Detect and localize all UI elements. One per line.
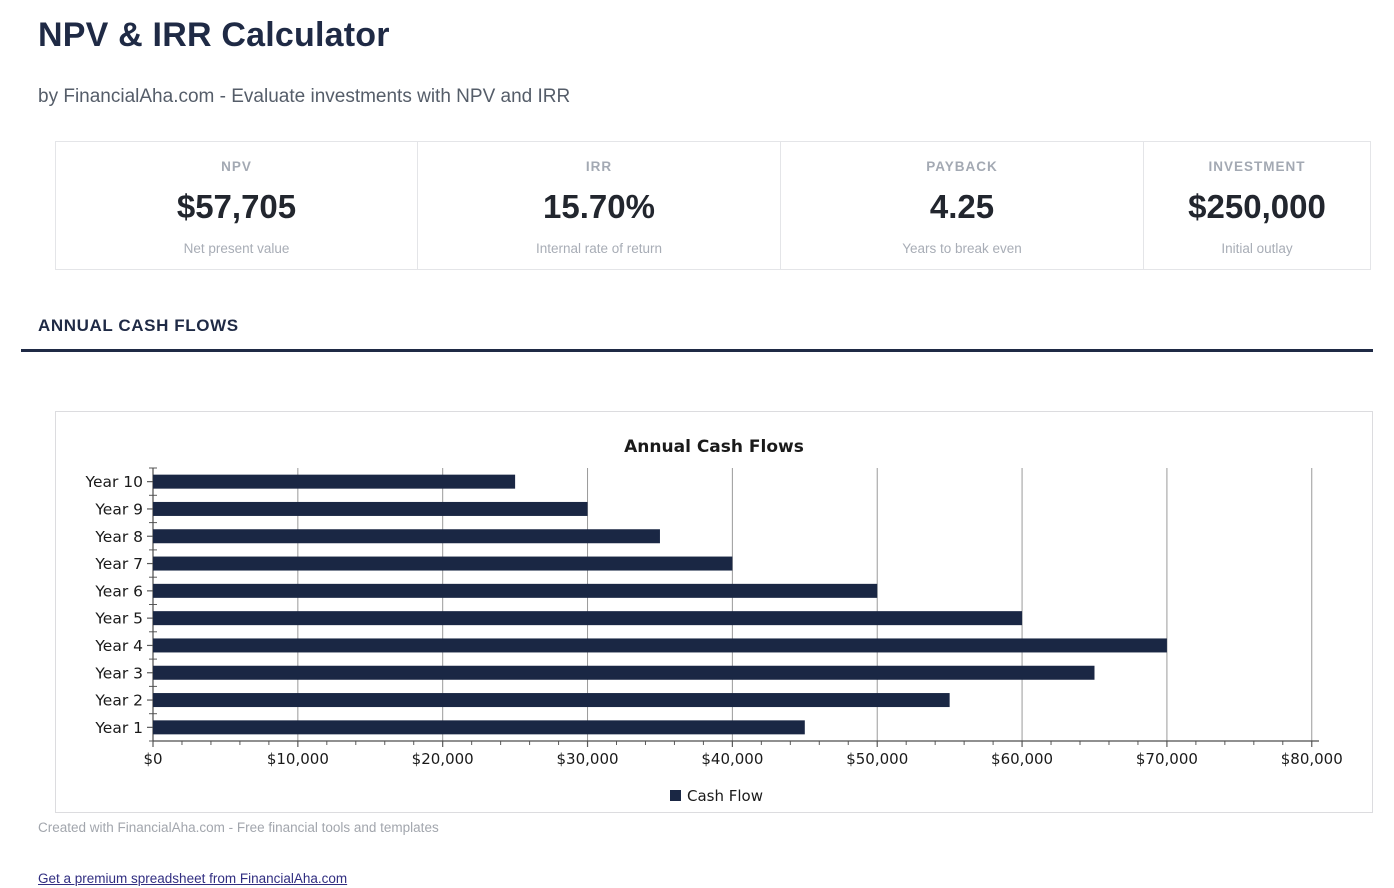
chart-title: Annual Cash Flows: [624, 437, 804, 457]
stat-value: $250,000: [1188, 188, 1326, 225]
cash-flow-chart-card: Annual Cash Flows $0 $10,000 $20,000 $30,000…: [55, 411, 1373, 813]
stat-card-investment: INVESTMENT $250,000 Initial outlay: [1144, 141, 1371, 270]
bar-year-10: [153, 474, 516, 489]
x-tick-label: $0: [143, 750, 162, 768]
y-tick-label: Year 8: [94, 528, 143, 546]
y-tick-label: Year 10: [85, 473, 143, 491]
stat-sublabel: Net present value: [183, 241, 290, 256]
page-subtitle: by FinancialAha.com - Evaluate investmen…: [38, 86, 571, 107]
bar-year-4: [153, 638, 1167, 653]
y-tick-label: Year 4: [94, 637, 143, 655]
stat-label: PAYBACK: [926, 159, 998, 174]
stat-label: INVESTMENT: [1208, 159, 1306, 174]
legend-label: Cash Flow: [687, 787, 763, 805]
y-tick-label: Year 6: [94, 582, 143, 600]
y-tick-label: Year 7: [94, 555, 143, 573]
footer-credit: Created with FinancialAha.com - Free fin…: [38, 820, 439, 835]
stat-label: IRR: [585, 159, 613, 174]
stat-card-irr: IRR 15.70% Internal rate of return: [418, 141, 781, 270]
stat-card-npv: NPV $57,705 Net present value: [55, 141, 418, 270]
bar-year-1: [153, 720, 805, 735]
stat-sublabel: Years to break even: [902, 241, 1022, 256]
bar-year-7: [153, 556, 733, 571]
stats-row: NPV $57,705 Net present value IRR 15.70%…: [55, 141, 1373, 270]
y-tick-label: Year 1: [94, 719, 143, 737]
bar-year-8: [153, 529, 660, 544]
bar-year-2: [153, 693, 950, 708]
bar-year-6: [153, 583, 878, 598]
x-tick-label: $50,000: [846, 750, 908, 768]
y-tick-label: Year 3: [94, 664, 143, 682]
stat-sublabel: Internal rate of return: [535, 241, 663, 256]
section-heading: ANNUAL CASH FLOWS: [38, 316, 239, 335]
page-title: NPV & IRR Calculator: [38, 16, 390, 54]
stat-value: 4.25: [929, 188, 995, 225]
x-tick-label: $80,000: [1281, 750, 1343, 768]
bar-year-5: [153, 611, 1023, 626]
annual-cash-flows-chart: Annual Cash Flows $0 $10,000 $20,000 $30,000…: [85, 437, 1343, 805]
x-tick-label: $70,000: [1136, 750, 1198, 768]
section-header: ANNUAL CASH FLOWS: [21, 316, 1373, 352]
bar-year-3: [153, 665, 1095, 680]
x-tick-label: $60,000: [991, 750, 1053, 768]
legend-swatch: [670, 790, 681, 801]
stat-value: 15.70%: [543, 188, 655, 225]
page: NPV & IRR Calculator by FinancialAha.com…: [21, 0, 1373, 888]
x-tick-label: $30,000: [557, 750, 619, 768]
stat-label: NPV: [221, 159, 252, 174]
x-tick-label: $20,000: [412, 750, 474, 768]
y-tick-label: Year 9: [94, 500, 143, 518]
stat-sublabel: Initial outlay: [1221, 241, 1293, 256]
bar-year-9: [153, 501, 588, 516]
stat-card-payback: PAYBACK 4.25 Years to break even: [781, 141, 1144, 270]
y-tick-label: Year 5: [94, 610, 143, 628]
x-tick-label: $40,000: [701, 750, 763, 768]
stat-value: $57,705: [176, 188, 297, 225]
y-tick-label: Year 2: [94, 692, 143, 710]
x-tick-label: $10,000: [267, 750, 329, 768]
